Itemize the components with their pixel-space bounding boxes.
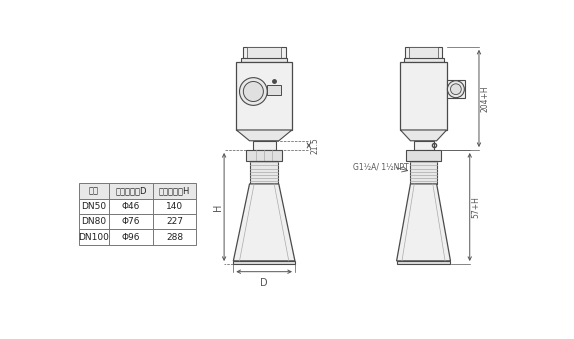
Text: Φ96: Φ96 xyxy=(122,233,140,241)
Text: D: D xyxy=(261,278,268,288)
Bar xyxy=(243,47,286,58)
Circle shape xyxy=(451,84,461,95)
Polygon shape xyxy=(236,130,292,141)
Bar xyxy=(406,150,441,161)
Bar xyxy=(267,85,281,95)
Text: Φ46: Φ46 xyxy=(122,202,140,211)
Bar xyxy=(236,62,292,130)
Circle shape xyxy=(239,78,267,105)
Bar xyxy=(79,229,196,245)
Bar xyxy=(246,150,282,161)
Text: 法兰: 法兰 xyxy=(89,186,99,195)
Text: 288: 288 xyxy=(166,233,183,241)
Bar xyxy=(405,47,442,58)
Text: DN80: DN80 xyxy=(82,217,107,226)
Text: DN100: DN100 xyxy=(79,233,110,241)
Bar xyxy=(79,183,196,199)
Bar xyxy=(410,161,437,184)
Text: 204+H: 204+H xyxy=(480,85,490,112)
Text: 57+H: 57+H xyxy=(471,196,480,218)
Bar xyxy=(79,214,196,229)
Bar xyxy=(79,199,196,214)
Text: 227: 227 xyxy=(166,217,183,226)
Polygon shape xyxy=(234,184,295,261)
Circle shape xyxy=(243,81,263,101)
Bar xyxy=(413,141,433,150)
Bar xyxy=(253,141,276,150)
Bar xyxy=(404,58,444,62)
Bar xyxy=(447,80,465,98)
Bar xyxy=(234,261,295,264)
Polygon shape xyxy=(401,130,447,141)
Text: 嗅射口直径D: 嗅射口直径D xyxy=(115,186,147,195)
Text: G1½A/ 1½NPT: G1½A/ 1½NPT xyxy=(354,162,409,172)
Polygon shape xyxy=(397,184,451,261)
Bar xyxy=(250,161,278,184)
Text: 21.5: 21.5 xyxy=(311,137,319,154)
Bar xyxy=(397,261,451,264)
Text: DN50: DN50 xyxy=(82,202,107,211)
Text: 嗅射山高度H: 嗅射山高度H xyxy=(159,186,190,195)
Circle shape xyxy=(447,81,464,98)
Bar xyxy=(247,47,281,58)
Text: H: H xyxy=(212,203,223,211)
Bar xyxy=(241,58,287,62)
Text: Φ76: Φ76 xyxy=(122,217,140,226)
Text: 140: 140 xyxy=(166,202,183,211)
Bar xyxy=(409,47,438,58)
Bar xyxy=(401,62,447,130)
